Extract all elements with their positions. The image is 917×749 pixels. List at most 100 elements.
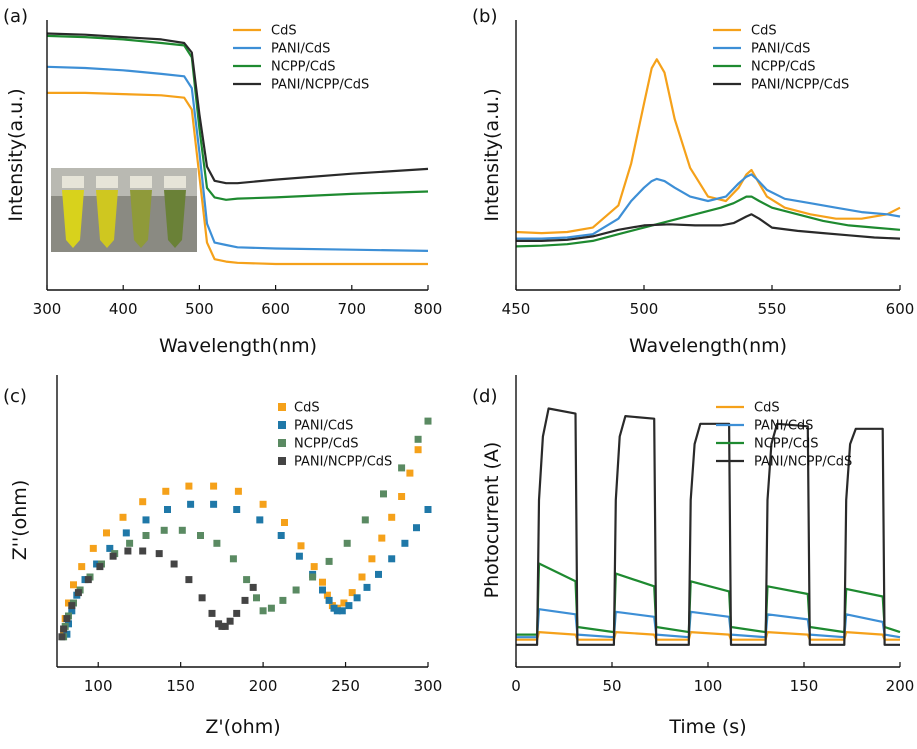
marker <box>89 544 97 552</box>
tube <box>130 190 152 248</box>
marker <box>340 599 348 607</box>
marker <box>413 524 420 532</box>
marker <box>213 539 221 547</box>
marker <box>398 464 406 472</box>
marker <box>259 607 267 615</box>
series-line-cds <box>515 58 901 235</box>
marker <box>398 493 406 500</box>
legend-label: PANI/NCPP/CdS <box>751 78 849 93</box>
legend-label: PANI/NCPP/CdS <box>294 455 392 470</box>
marker <box>241 596 249 604</box>
marker <box>259 500 267 508</box>
marker <box>406 469 414 477</box>
marker <box>249 583 257 591</box>
marker <box>267 604 275 612</box>
legend-label: PANI/CdS <box>754 419 813 434</box>
marker <box>292 586 300 594</box>
legend-marker <box>278 421 286 429</box>
marker <box>60 625 68 633</box>
tube <box>164 190 186 248</box>
panel-label: (b) <box>472 6 497 27</box>
panel-3: (c) 100 150 200 250 300 Z'(ohm) Z''(ohm) CdS PANI… <box>3 375 442 738</box>
marker <box>109 552 117 560</box>
series-line-ncpp-cds <box>46 34 429 201</box>
x-tick-label: 200 <box>249 677 278 695</box>
tube <box>96 190 118 248</box>
marker <box>345 602 353 610</box>
legend-label: CdS <box>754 401 780 416</box>
marker <box>388 555 396 563</box>
legend-marker <box>278 439 286 447</box>
series-line-pani-cds <box>46 65 429 252</box>
marker <box>197 532 204 539</box>
panel-label: (a) <box>3 6 28 27</box>
marker <box>363 583 371 591</box>
series-pani-cds <box>63 500 432 638</box>
x-tick-label: 100 <box>694 677 723 695</box>
marker <box>353 594 361 602</box>
panel-4: (d) 0 50 100 150 200 Time (s) Photocurrent (A) C… <box>472 375 914 738</box>
legend-label: PANI/CdS <box>271 42 330 57</box>
marker <box>338 607 346 615</box>
marker <box>160 526 168 534</box>
marker <box>139 498 147 506</box>
marker <box>78 563 86 571</box>
series-line-cds <box>47 91 428 266</box>
x-axis-label: Wavelength(nm) <box>159 335 317 357</box>
marker <box>119 513 127 521</box>
marker <box>221 622 229 630</box>
x-tick-label: 400 <box>109 300 138 318</box>
x-tick-label: 150 <box>166 677 195 695</box>
legend-label: PANI/NCPP/CdS <box>271 78 369 93</box>
legend: CdS PANI/CdS NCPP/CdS PANI/NCPP/CdS <box>713 24 849 93</box>
marker <box>414 446 422 454</box>
series-line-ncpp-cds <box>516 562 901 636</box>
marker <box>281 519 288 526</box>
y-axis-label: Intensity(a.u.) <box>481 88 503 221</box>
marker <box>122 529 130 537</box>
marker <box>126 539 134 547</box>
marker <box>319 586 326 594</box>
marker <box>325 557 333 565</box>
x-tick-label: 700 <box>337 300 366 318</box>
marker <box>343 539 351 547</box>
marker <box>178 526 186 534</box>
legend: CdS PANI/CdS NCPP/CdS PANI/NCPP/CdS <box>716 401 852 470</box>
marker <box>229 555 237 563</box>
x-tick-label: 450 <box>502 300 531 318</box>
x-tick-label: 100 <box>84 677 113 695</box>
marker <box>256 516 264 524</box>
marker <box>277 532 285 539</box>
marker <box>68 602 76 610</box>
marker <box>58 633 66 641</box>
marker <box>323 591 331 599</box>
x-tick-label: 0 <box>511 677 521 695</box>
x-tick-label: 300 <box>414 677 443 695</box>
marker <box>210 500 218 508</box>
x-tick-label: 200 <box>886 677 915 695</box>
marker <box>233 609 241 617</box>
x-tick-label: 500 <box>185 300 214 318</box>
legend-label: CdS <box>751 24 777 39</box>
x-tick-label: 150 <box>790 677 819 695</box>
marker <box>68 607 76 615</box>
y-axis-label: Photocurrent (A) <box>481 442 503 599</box>
tube <box>62 190 84 248</box>
series-line-ncpp-cds <box>515 195 901 248</box>
tube-cap <box>96 176 118 188</box>
x-tick-label: 250 <box>331 677 360 695</box>
legend-label: PANI/CdS <box>751 42 810 57</box>
marker <box>185 576 193 584</box>
marker <box>253 594 260 602</box>
marker <box>401 539 409 547</box>
marker <box>368 555 376 563</box>
marker <box>74 589 82 597</box>
series-line-pani-cds <box>516 173 901 240</box>
x-tick-label: 50 <box>602 677 621 695</box>
series-pani-ncpp-cds <box>58 547 257 641</box>
marker <box>424 506 432 513</box>
marker <box>63 615 71 623</box>
marker <box>310 563 318 571</box>
